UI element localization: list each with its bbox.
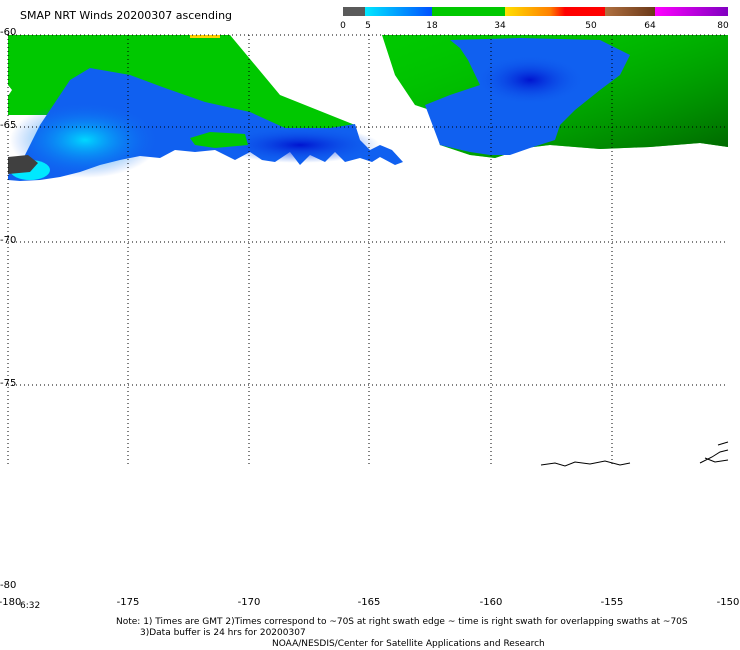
colorbar-segment bbox=[432, 7, 505, 16]
graticule bbox=[7, 34, 728, 465]
footnote-line-2: 3)Data buffer is 24 hrs for 20200307 bbox=[140, 628, 306, 638]
colorbar-label: 5 bbox=[365, 21, 371, 31]
latitude-label: -75 bbox=[0, 378, 17, 389]
longitude-label: -165 bbox=[357, 597, 381, 608]
colorbar-segment bbox=[505, 7, 605, 16]
swath-time-label: 6:32 bbox=[20, 601, 41, 611]
longitude-label: -150 bbox=[716, 597, 740, 608]
colorbar-label: 64 bbox=[644, 21, 656, 31]
latitude-label: -60 bbox=[0, 27, 17, 38]
longitude-label: -180 bbox=[0, 597, 22, 608]
colorbar-label: 34 bbox=[494, 21, 506, 31]
colorbar-label: 50 bbox=[585, 21, 597, 31]
colorbar-segment bbox=[605, 7, 655, 16]
map-title: SMAP NRT Winds 20200307 ascending bbox=[20, 9, 233, 22]
longitude-label: -175 bbox=[116, 597, 140, 608]
footnote-credit: NOAA/NESDIS/Center for Satellite Applica… bbox=[272, 639, 545, 649]
latitude-label: -70 bbox=[0, 235, 17, 246]
colorbar-label: 0 bbox=[340, 21, 346, 31]
longitude-label: -170 bbox=[237, 597, 261, 608]
longitude-label: -160 bbox=[479, 597, 503, 608]
footnote-line-1: Note: 1) Times are GMT 2)Times correspon… bbox=[116, 617, 688, 627]
colorbar-segment bbox=[365, 7, 432, 16]
left-swath bbox=[8, 35, 403, 181]
coastline bbox=[540, 441, 729, 467]
latitude-label: -80 bbox=[0, 580, 17, 591]
colorbar-label: 18 bbox=[426, 21, 438, 31]
right-swath bbox=[382, 35, 728, 158]
longitude-label: -155 bbox=[600, 597, 624, 608]
colorbar-segment bbox=[343, 7, 365, 16]
latitude-label: -65 bbox=[0, 120, 17, 131]
colorbar-segment bbox=[655, 7, 728, 16]
colorbar-label: 80 bbox=[717, 21, 729, 31]
